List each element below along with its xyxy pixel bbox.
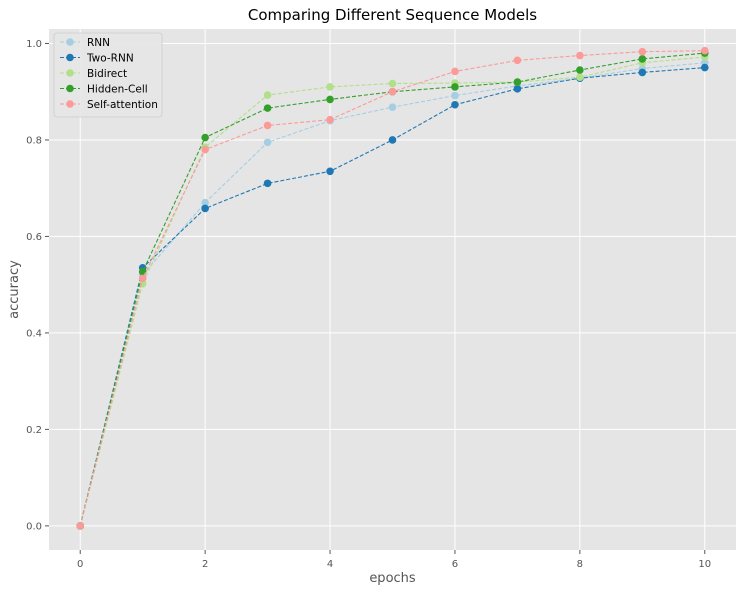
- data-point-two-rnn: [263, 179, 272, 188]
- data-point-self-attention: [638, 47, 647, 56]
- x-tick-label: 0: [77, 559, 83, 570]
- legend-label: Two-RNN: [86, 52, 134, 64]
- legend-label: Hidden-Cell: [87, 83, 148, 95]
- legend-swatch-marker: [66, 100, 74, 108]
- data-point-hidden-cell: [576, 66, 584, 74]
- data-point-self-attention: [451, 67, 459, 76]
- data-point-two-rnn: [451, 100, 459, 109]
- legend-label: Self-attention: [87, 99, 158, 111]
- data-point-hidden-cell: [638, 55, 647, 63]
- data-point-hidden-cell: [513, 78, 522, 86]
- data-point-self-attention: [388, 87, 397, 96]
- legend-item-two-rnn: Two-RNN: [60, 52, 134, 64]
- data-point-two-rnn: [513, 85, 522, 93]
- series-self-attention: [76, 46, 709, 530]
- data-point-self-attention: [76, 522, 85, 530]
- axis-ticks: 0 2 4 6 8 10 0.0 0.2 0.4 0.6 0.8 1.0: [26, 39, 711, 570]
- x-axis-label: epochs: [369, 571, 416, 586]
- x-tick-label: 10: [698, 559, 711, 570]
- plot-area: [49, 29, 736, 550]
- y-tick-label: 0.2: [26, 425, 42, 436]
- legend: RNN Two-RNN Bidirect Hidden-Cell Self-attent…: [53, 32, 163, 118]
- data-point-rnn: [451, 91, 459, 100]
- data-point-self-attention: [263, 121, 272, 130]
- legend-swatch-marker: [66, 84, 74, 93]
- data-point-hidden-cell: [326, 95, 334, 104]
- y-tick-label: 0.6: [26, 232, 42, 243]
- legend-swatch-marker: [66, 53, 74, 62]
- y-axis-label: accuracy: [7, 260, 22, 319]
- legend-label: Bidirect: [87, 68, 127, 80]
- data-point-hidden-cell: [138, 267, 147, 276]
- data-point-self-attention: [576, 51, 584, 60]
- data-point-two-rnn: [638, 68, 647, 77]
- data-point-rnn: [263, 138, 272, 147]
- legend-swatch-marker: [66, 38, 74, 46]
- x-tick-label: 8: [577, 559, 583, 570]
- data-point-two-rnn: [700, 63, 709, 72]
- legend-item-rnn: RNN: [60, 37, 110, 49]
- legend-item-bidirect: Bidirect: [60, 68, 127, 80]
- data-point-self-attention: [326, 115, 334, 124]
- x-tick-label: 2: [202, 559, 208, 570]
- data-point-bidirect: [576, 73, 584, 82]
- chart-title: Comparing Different Sequence Models: [248, 6, 537, 24]
- x-tick-label: 4: [327, 559, 333, 570]
- data-point-hidden-cell: [263, 104, 272, 112]
- data-point-self-attention: [201, 145, 209, 154]
- legend-item-hidden-cell: Hidden-Cell: [60, 83, 148, 95]
- data-point-hidden-cell: [201, 133, 209, 142]
- data-point-rnn: [388, 103, 397, 111]
- legend-swatch-marker: [66, 69, 74, 77]
- data-point-self-attention: [700, 46, 709, 55]
- legend-item-self-attention: Self-attention: [60, 99, 158, 111]
- series-line-hidden-cell: [79, 52, 705, 527]
- data-point-two-rnn: [326, 167, 334, 176]
- data-point-rnn: [201, 198, 209, 207]
- legend-box: [53, 32, 163, 118]
- legend-label: RNN: [87, 37, 110, 49]
- data-point-bidirect: [326, 83, 334, 91]
- data-point-two-rnn: [388, 136, 397, 144]
- data-point-self-attention: [513, 56, 522, 65]
- series-layer: [76, 46, 709, 530]
- y-tick-label: 0.8: [26, 135, 42, 146]
- data-point-bidirect: [388, 79, 397, 88]
- data-point-hidden-cell: [451, 83, 459, 91]
- data-point-bidirect: [263, 91, 272, 99]
- y-tick-label: 1.0: [26, 39, 42, 50]
- data-point-two-rnn: [201, 204, 209, 213]
- data-point-self-attention: [138, 274, 147, 283]
- y-tick-label: 0.4: [26, 328, 42, 339]
- x-tick-label: 6: [452, 559, 458, 570]
- y-tick-label: 0.0: [26, 521, 42, 532]
